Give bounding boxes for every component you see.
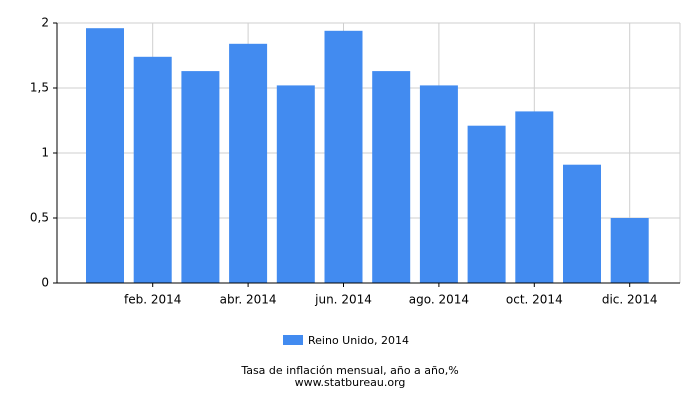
x-tick-label: feb. 2014 [124,293,181,307]
bar [563,164,601,283]
bar [515,111,554,284]
y-tick-label: 1,5 [30,81,49,95]
chart-title: Tasa de inflación mensual, año a año,% [240,364,458,377]
x-tick-label: oct. 2014 [506,293,563,307]
bar [86,28,124,284]
bar [276,85,315,284]
bar [181,71,220,283]
x-tick-label: abr. 2014 [220,293,277,307]
bar [610,218,649,283]
bar [229,43,268,283]
bar [133,56,172,283]
y-tick-label: 0 [41,276,49,290]
legend-label: Reino Unido, 2014 [308,334,409,347]
y-tick-label: 0,5 [30,211,49,225]
bar [467,125,506,283]
legend-swatch [283,335,303,345]
y-tick-label: 2 [41,16,49,30]
bar [372,71,411,283]
x-tick-label: jun. 2014 [314,293,372,307]
x-tick-label: ago. 2014 [409,293,469,307]
bar [419,85,458,284]
y-tick-label: 1 [41,146,49,160]
x-tick-label: dic. 2014 [602,293,658,307]
bar [324,30,363,283]
source: www.statbureau.org [295,376,406,389]
